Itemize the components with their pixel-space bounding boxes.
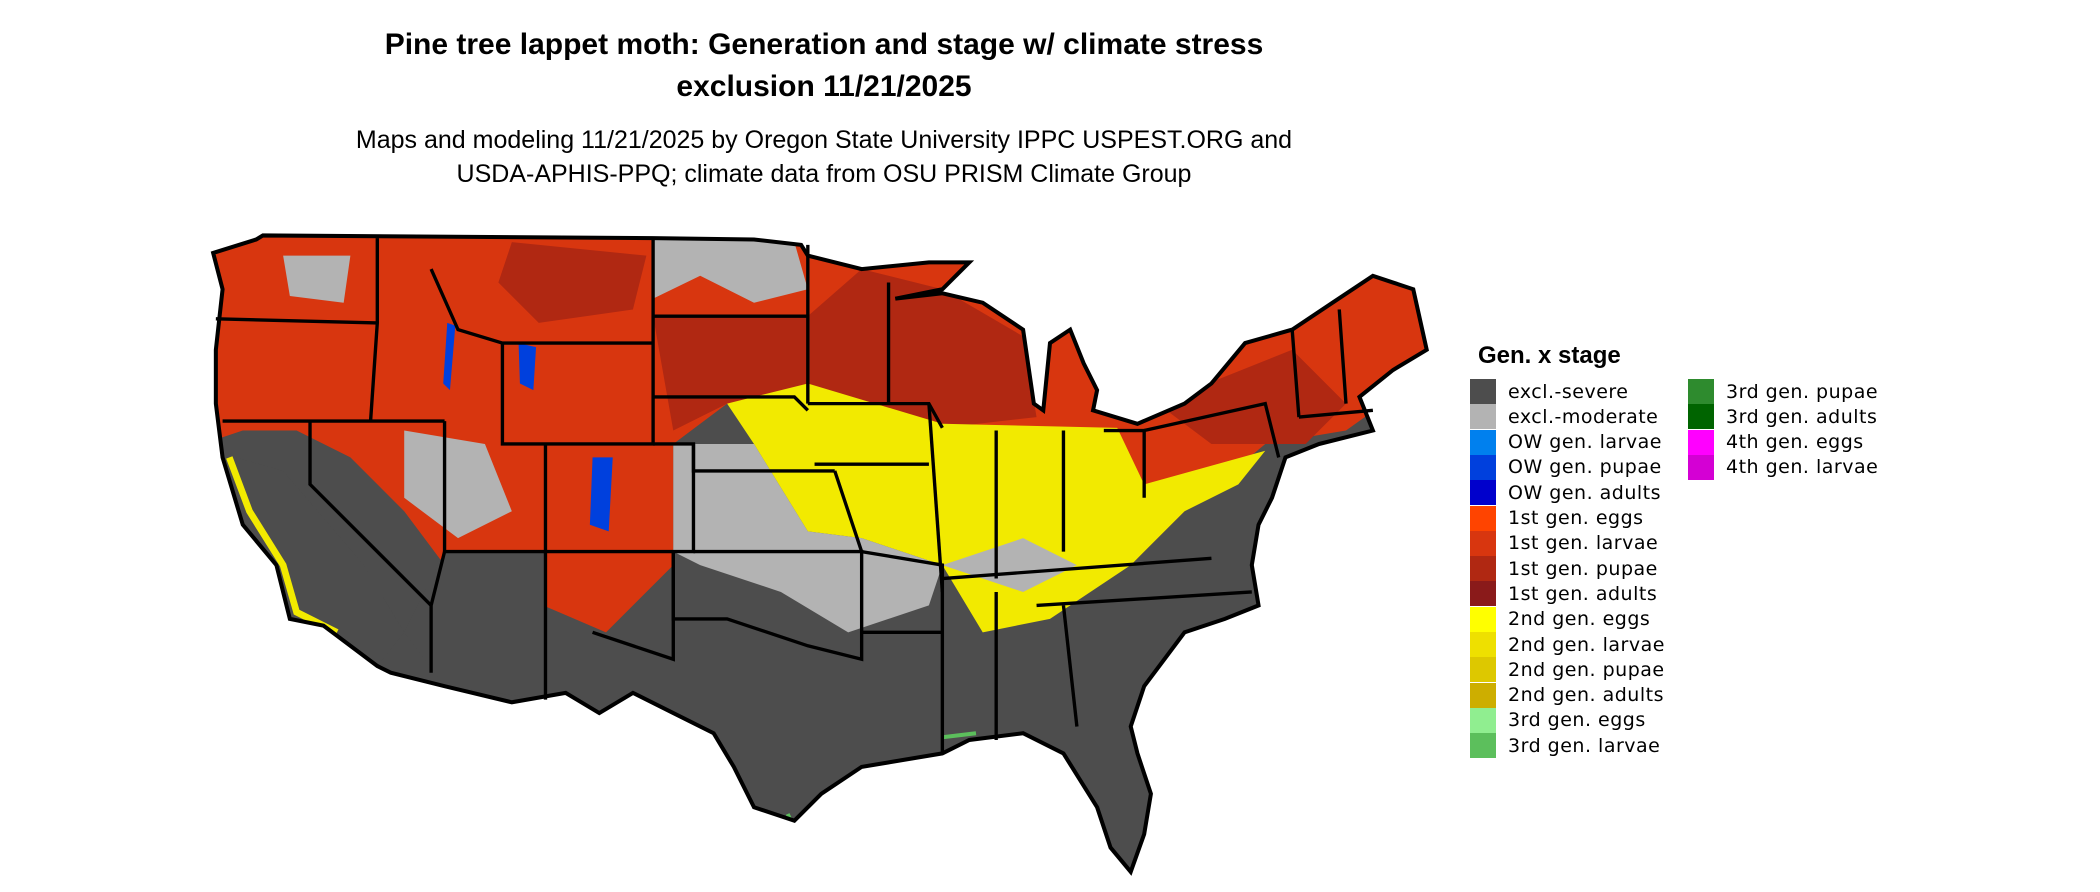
region-excl-severe-west — [236, 457, 546, 700]
legend-label: 4th gen. eggs — [1726, 431, 1864, 454]
legend-item: OW gen. larvae — [1470, 429, 1662, 455]
legend-item: 4th gen. eggs — [1688, 429, 1864, 455]
legend-swatch — [1470, 657, 1496, 683]
legend-label: 1st gen. pupae — [1508, 557, 1658, 580]
legend-label: 1st gen. eggs — [1508, 507, 1644, 529]
legend-swatch — [1470, 379, 1496, 404]
legend-swatch — [1470, 454, 1496, 480]
legend-swatch — [1470, 581, 1496, 607]
legend-swatch — [1688, 379, 1714, 404]
region-excl-moderate-north — [653, 238, 808, 303]
legend-item: 1st gen. pupae — [1470, 556, 1658, 582]
legend-item: 2nd gen. larvae — [1470, 632, 1665, 657]
legend-label: 3rd gen. adults — [1726, 405, 1878, 428]
chart-title-line2: exclusion 11/21/2025 — [676, 70, 972, 103]
legend-label: OW gen. pupae — [1508, 456, 1662, 479]
legend-item: 1st gen. larvae — [1470, 530, 1659, 556]
legend-swatch — [1470, 530, 1496, 556]
legend-item: 1st gen. eggs — [1470, 505, 1644, 531]
legend-swatch — [1470, 556, 1496, 582]
legend-label: 2nd gen. adults — [1508, 684, 1664, 707]
region-excl-moderate-central — [673, 443, 1077, 633]
legend-label: 4th gen. larvae — [1726, 456, 1879, 479]
legend-swatch — [1470, 404, 1496, 430]
legend-label: OW gen. adults — [1508, 481, 1662, 504]
state-borders — [215, 238, 1374, 754]
legend-item: excl.-severe — [1470, 379, 1629, 404]
legend-item: 2nd gen. pupae — [1470, 657, 1665, 683]
legend-swatch — [1470, 632, 1496, 657]
chart-subtitle-line1: Maps and modeling 11/21/2025 by Oregon S… — [355, 126, 1293, 154]
legend-label: 3rd gen. larvae — [1508, 734, 1661, 757]
region-excl-moderate-west — [283, 255, 512, 539]
legend-item: 3rd gen. larvae — [1470, 733, 1661, 759]
legend-label: 1st gen. adults — [1508, 582, 1658, 605]
legend-item: excl.-moderate — [1470, 404, 1659, 430]
legend-label: 3rd gen. pupae — [1726, 380, 1879, 403]
legend-item: 3rd gen. eggs — [1470, 707, 1646, 733]
legend-item: 4th gen. larvae — [1688, 454, 1879, 480]
legend-swatch — [1470, 733, 1496, 759]
legend-label: 3rd gen. eggs — [1508, 709, 1646, 732]
region-ow-gen-pupae — [443, 322, 613, 532]
legend-swatch — [1470, 606, 1496, 632]
legend-swatch — [1688, 454, 1714, 480]
legend-label: 2nd gen. eggs — [1508, 608, 1651, 631]
chart-title-line1: Pine tree lappet moth: Generation and st… — [384, 28, 1264, 61]
legend-item: 3rd gen. adults — [1688, 404, 1878, 430]
legend-item: 2nd gen. adults — [1470, 682, 1664, 708]
legend-label: OW gen. larvae — [1508, 431, 1662, 454]
legend-item: 3rd gen. pupae — [1688, 379, 1878, 404]
legend-label: excl.-severe — [1508, 380, 1629, 403]
region-2nd-gen-eggs-coast — [226, 456, 339, 636]
legend-item: OW gen. adults — [1470, 480, 1662, 506]
legend-swatch — [1470, 480, 1496, 506]
region-4th-gen-eggs — [1137, 867, 1146, 872]
legend-item: OW gen. pupae — [1470, 454, 1662, 480]
legend-item: 2nd gen. eggs — [1470, 606, 1651, 632]
legend-swatch — [1470, 682, 1496, 708]
legend-swatch — [1470, 429, 1496, 455]
region-1st-gen-pupae — [498, 242, 1346, 444]
legend-swatch — [1688, 429, 1714, 455]
legend-label: 1st gen. larvae — [1508, 532, 1659, 555]
legend-swatch — [1470, 707, 1496, 733]
legend-label: 2nd gen. pupae — [1508, 658, 1665, 681]
legend-label: excl.-moderate — [1508, 405, 1659, 428]
legend-item: 1st gen. adults — [1470, 581, 1658, 607]
legend-swatch — [1688, 404, 1714, 430]
legend-label: 2nd gen. larvae — [1508, 633, 1665, 656]
legend-swatch — [1470, 505, 1496, 531]
legend-title: Gen. x stage — [1478, 342, 1621, 369]
chart-subtitle-line2: USDA-APHIS-PPQ; climate data from OSU PR… — [456, 160, 1192, 188]
